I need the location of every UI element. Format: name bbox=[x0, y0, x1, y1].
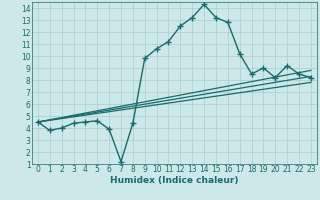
X-axis label: Humidex (Indice chaleur): Humidex (Indice chaleur) bbox=[110, 176, 239, 185]
